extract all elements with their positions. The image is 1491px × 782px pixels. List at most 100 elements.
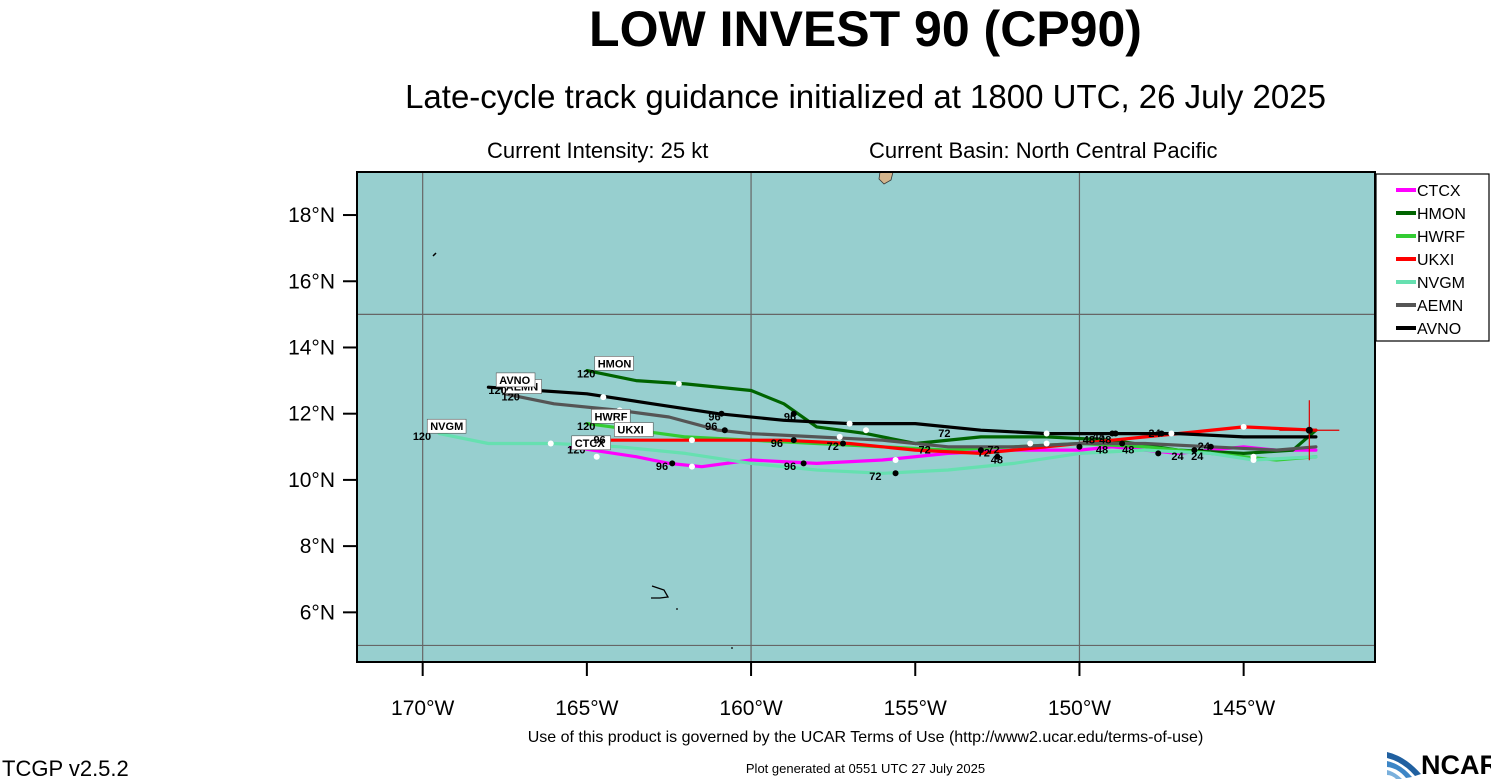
current-position-dot — [1305, 426, 1313, 434]
model-end-label-box — [594, 356, 634, 371]
track-point-avno — [600, 394, 607, 401]
y-axis-tick-label: 6°N — [300, 601, 335, 624]
track-point-ctcx — [688, 463, 695, 470]
track-point-hmon — [675, 380, 682, 387]
track-point-avno — [1043, 430, 1050, 437]
track-point-ukxi — [1240, 423, 1247, 430]
forecast-hour-label: 96 — [593, 434, 605, 446]
model-end-label: NVGM — [430, 421, 463, 433]
legend-box — [1375, 173, 1490, 342]
model-end-label: CTCX — [575, 438, 606, 450]
legend-label-hmon: HMON — [1417, 206, 1466, 223]
current-intensity: Current Intensity: 25 kt — [487, 138, 709, 163]
ncar-logo-icon — [1387, 752, 1421, 779]
forecast-hour-label: 96 — [705, 421, 717, 433]
model-end-label-box — [495, 372, 536, 388]
terms-of-use: Use of this product is governed by the U… — [527, 729, 1204, 746]
y-axis-tick-label: 16°N — [288, 270, 335, 293]
x-axis-tick-label: 145°W — [1212, 697, 1275, 720]
legend-label-nvgm: NVGM — [1417, 275, 1465, 292]
track-point-ukxi — [1168, 430, 1175, 437]
forecast-hour-label: 120 — [501, 391, 519, 403]
track-ukxi — [601, 425, 1318, 455]
track-point-nvgm — [547, 440, 554, 447]
forecast-hour-label: 48 — [1093, 431, 1105, 443]
forecast-hour-label: 72 — [988, 444, 1000, 456]
track-point-ctcx — [593, 453, 600, 460]
legend-label-aemn: AEMN — [1417, 298, 1463, 315]
x-axis-tick-label: 150°W — [1048, 697, 1111, 720]
forecast-hour-label: 120 — [488, 385, 506, 397]
y-axis-tick-label: 8°N — [300, 535, 335, 558]
model-end-label: HWRF — [594, 411, 627, 423]
track-point-aemn — [1043, 440, 1050, 447]
forecast-hour-label: 24 — [1148, 428, 1161, 440]
atoll-mark — [651, 585, 670, 599]
forecast-hour-label: 72 — [978, 448, 990, 460]
x-axis-tick-label: 170°W — [391, 697, 454, 720]
legend-label-hwrf: HWRF — [1417, 229, 1465, 246]
track-point-ctcx — [1155, 450, 1162, 457]
forecast-hour-label: 72 — [827, 441, 839, 453]
ncar-logo-text: NCAR — [1421, 750, 1491, 780]
forecast-hour-label: 120 — [577, 421, 595, 433]
forecast-hour-label: 48 — [1099, 434, 1111, 446]
ncar-logo: NCAR — [1385, 748, 1491, 780]
version-label: TCGP v2.5.2 — [2, 756, 129, 781]
chart-subtitle: Late-cycle track guidance initialized at… — [405, 78, 1326, 115]
forecast-hour-label: 96 — [708, 411, 720, 423]
model-end-label-box — [571, 435, 611, 451]
x-axis-tick-label: 155°W — [884, 697, 947, 720]
forecast-hour-label: 48 — [991, 454, 1003, 466]
forecast-hour-label: 24 — [1171, 451, 1184, 463]
track-point-aemn — [1119, 440, 1126, 447]
y-axis-tick-label: 10°N — [288, 469, 335, 492]
track-point-nvgm — [1250, 457, 1257, 464]
island-mark — [432, 252, 437, 257]
track-point-avno — [790, 410, 797, 417]
track-point-ctcx — [669, 460, 676, 467]
forecast-hour-label: 24 — [1198, 441, 1211, 453]
ocean-background — [357, 172, 1375, 662]
forecast-hour-label: 96 — [771, 438, 783, 450]
plot-frame — [356, 171, 1376, 663]
model-end-label: UKXI — [617, 425, 643, 437]
y-axis-tick-label: 12°N — [288, 403, 335, 426]
legend-label-avno: AVNO — [1417, 321, 1461, 338]
track-point-avno — [846, 420, 853, 427]
track-point-ukxi — [840, 440, 847, 447]
current-basin: Current Basin: North Central Pacific — [869, 138, 1218, 163]
track-point-hwrf — [688, 437, 695, 444]
track-point-aemn — [1076, 443, 1083, 450]
track-aemn — [503, 392, 1318, 452]
y-axis-tick-label: 14°N — [288, 336, 335, 359]
track-point-ctcx — [977, 447, 984, 454]
track-point-hwrf — [1191, 447, 1198, 454]
model-end-label: AVNO — [499, 375, 530, 387]
track-point-avno — [718, 410, 725, 417]
track-point-ukxi — [790, 437, 797, 444]
model-end-label-box — [614, 422, 654, 437]
forecast-hour-label: 72 — [869, 471, 881, 483]
track-point-aemn — [721, 427, 728, 434]
x-axis-tick-label: 160°W — [719, 697, 782, 720]
track-point-ukxi — [994, 453, 1001, 460]
legend-label-ukxi: UKXI — [1417, 252, 1454, 269]
forecast-hour-label: 96 — [656, 461, 668, 473]
forecast-hour-label: 120 — [577, 368, 595, 380]
forecast-hour-label: 48 — [1122, 444, 1134, 456]
model-end-label-box — [591, 409, 631, 424]
forecast-hour-label: 96 — [784, 461, 796, 473]
forecast-hour-label: 96 — [784, 411, 796, 423]
generated-time: Plot generated at 0551 UTC 27 July 2025 — [745, 761, 986, 776]
legend-label-ctcx: CTCX — [1417, 183, 1461, 200]
track-point-hmon — [1207, 443, 1214, 450]
forecast-hour-label: 120 — [413, 431, 431, 443]
track-point-aemn — [836, 433, 843, 440]
track-point-nvgm — [892, 470, 899, 477]
track-point-avno — [1112, 430, 1119, 437]
chart-title: LOW INVEST 90 (CP90) — [589, 1, 1142, 57]
forecast-hour-label: 48 — [1096, 444, 1108, 456]
model-end-label: HMON — [598, 358, 632, 370]
